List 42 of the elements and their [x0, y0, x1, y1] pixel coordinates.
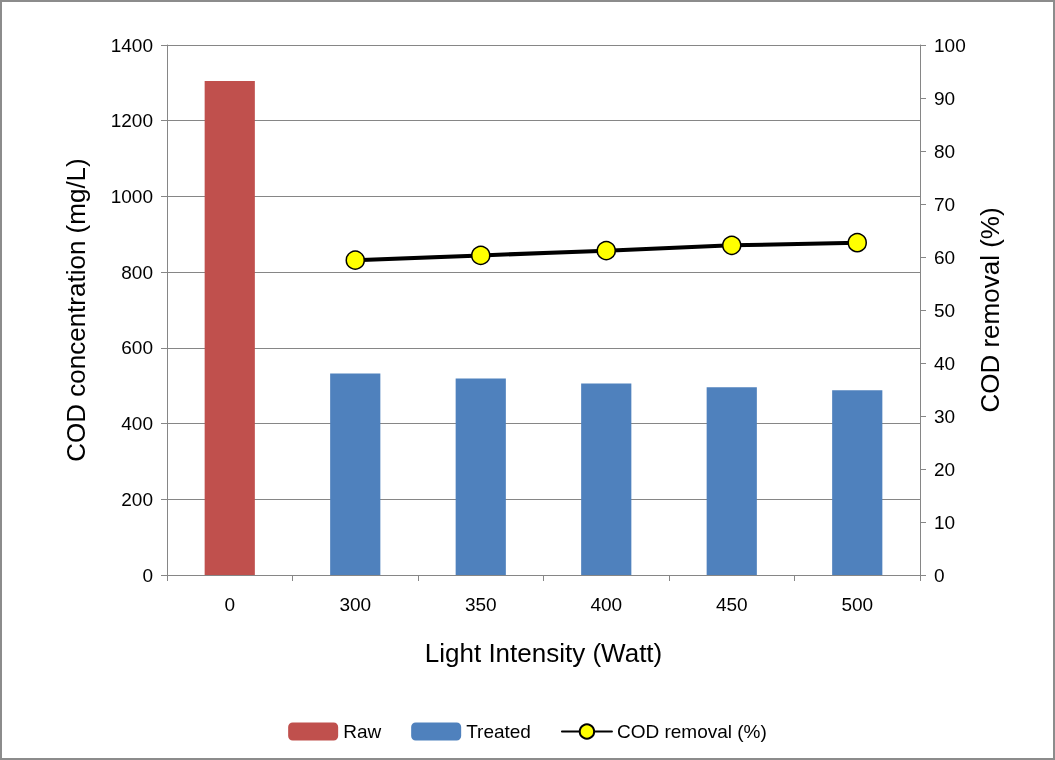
y2-tick-label: 10	[934, 511, 956, 533]
x-tick-label: 300	[339, 594, 372, 615]
point	[596, 240, 616, 261]
x-tick-label: 0	[224, 594, 236, 615]
point	[847, 232, 867, 253]
point	[345, 250, 365, 270]
y2-tick-label: 80	[934, 140, 956, 162]
y-axis-title: COD concentration (mg/L)	[61, 158, 91, 462]
y2-tick-label: 40	[934, 352, 956, 374]
y-tick-label: 1400	[110, 34, 153, 56]
y-tick-label: 200	[121, 488, 153, 510]
y-tick-label: 1200	[110, 110, 153, 132]
y2-tick-label: 100	[934, 34, 966, 56]
x-tick-label: 500	[841, 594, 874, 615]
y2-tick-label: 90	[934, 87, 956, 109]
bar	[581, 383, 632, 575]
x-tick-label: 400	[590, 594, 623, 615]
bar	[832, 390, 883, 575]
y2-tick-label: 70	[934, 193, 956, 215]
y-tick-label: 1000	[110, 185, 153, 207]
bar	[706, 387, 757, 575]
y2-tick-label: 20	[934, 458, 956, 480]
legend-label: COD removal (%)	[616, 721, 767, 742]
legend-label: Treated	[466, 721, 531, 742]
y-tick-label: 600	[121, 337, 153, 359]
y2-axis-title: COD removal (%)	[974, 207, 1005, 413]
bar	[455, 378, 506, 575]
x-axis-title: Light Intensity (Watt)	[424, 638, 663, 668]
legend-label: Raw	[343, 721, 382, 742]
y2-tick-label: 60	[934, 246, 956, 268]
y-tick-label: 400	[121, 413, 153, 435]
x-tick-label: 350	[464, 594, 497, 615]
y2-tick-label: 30	[934, 405, 956, 427]
y-tick-label: 0	[142, 564, 153, 586]
point	[471, 245, 491, 266]
bar	[330, 373, 381, 575]
x-tick-label: 450	[715, 594, 748, 615]
y-tick-label: 800	[121, 261, 153, 283]
y2-tick-label: 0	[934, 564, 945, 586]
y2-tick-label: 50	[934, 299, 956, 321]
bar	[204, 80, 255, 575]
point	[722, 235, 742, 256]
